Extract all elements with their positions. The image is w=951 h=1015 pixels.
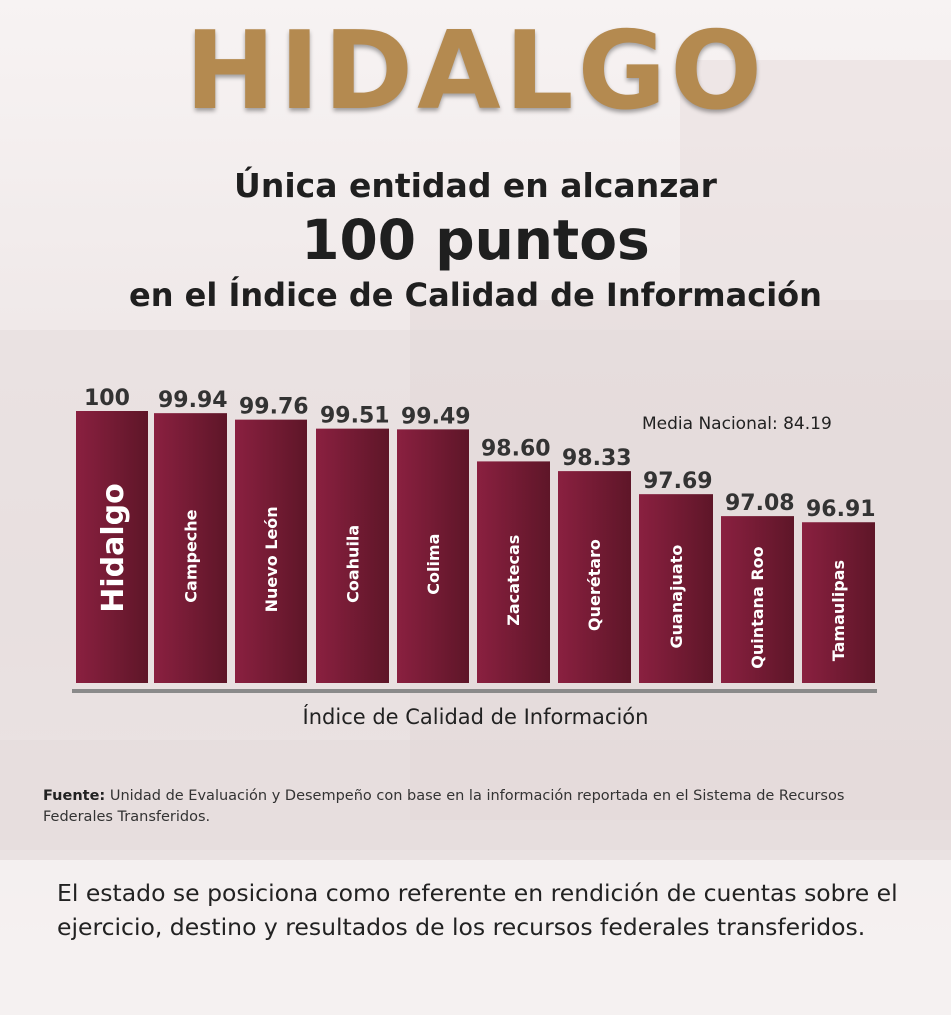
subtitle-line-2: 100 puntos: [301, 208, 650, 272]
bar-value-label: 100: [84, 386, 130, 411]
bar-category-label: Querétaro: [585, 539, 604, 631]
source-text: Unidad de Evaluación y Desempeño con bas…: [43, 788, 845, 825]
subtitle-line-1: Única entidad en alcanzar: [234, 166, 717, 205]
bar-value-label: 99.49: [401, 404, 471, 429]
bar-value-label: 97.69: [643, 469, 713, 494]
bar-value-label: 99.76: [239, 395, 309, 420]
footer-statement: El estado se posiciona como referente en…: [57, 879, 898, 941]
bar-category-label: Nuevo León: [262, 506, 281, 612]
bar-category-label: Hidalgo: [96, 483, 131, 612]
bar-category-label: Guanajuato: [667, 545, 686, 649]
headline-title: HIDALGO: [184, 9, 767, 134]
bar-value-label: 99.51: [320, 404, 390, 429]
bar-value-label: 96.91: [806, 497, 876, 522]
national-average-annotation: Media Nacional: 84.19: [642, 414, 832, 434]
x-axis-label: Índice de Calidad de Información: [302, 705, 649, 729]
source-label: Fuente:: [43, 788, 106, 804]
bar-category-label: Coahuila: [343, 525, 362, 603]
bar-value-label: 98.60: [481, 436, 551, 461]
bar-value-label: 99.94: [158, 388, 228, 413]
bar-category-label: Tamaulipas: [829, 560, 848, 661]
bar-category-label: Colima: [424, 534, 443, 595]
bar-chart: 100 Hidalgo 99.94 Campeche 99.76 Nuevo León 99…: [72, 386, 877, 693]
bar-category-label: Quintana Roo: [748, 546, 767, 668]
bar-category-label: Campeche: [181, 509, 200, 602]
bar-value-label: 98.33: [562, 446, 632, 471]
bar-value-label: 97.08: [725, 491, 795, 516]
source-note: Fuente: Unidad de Evaluación y Desempeño…: [43, 786, 903, 828]
x-axis-line: [72, 689, 877, 693]
bar-category-label: Zacatecas: [504, 535, 523, 626]
